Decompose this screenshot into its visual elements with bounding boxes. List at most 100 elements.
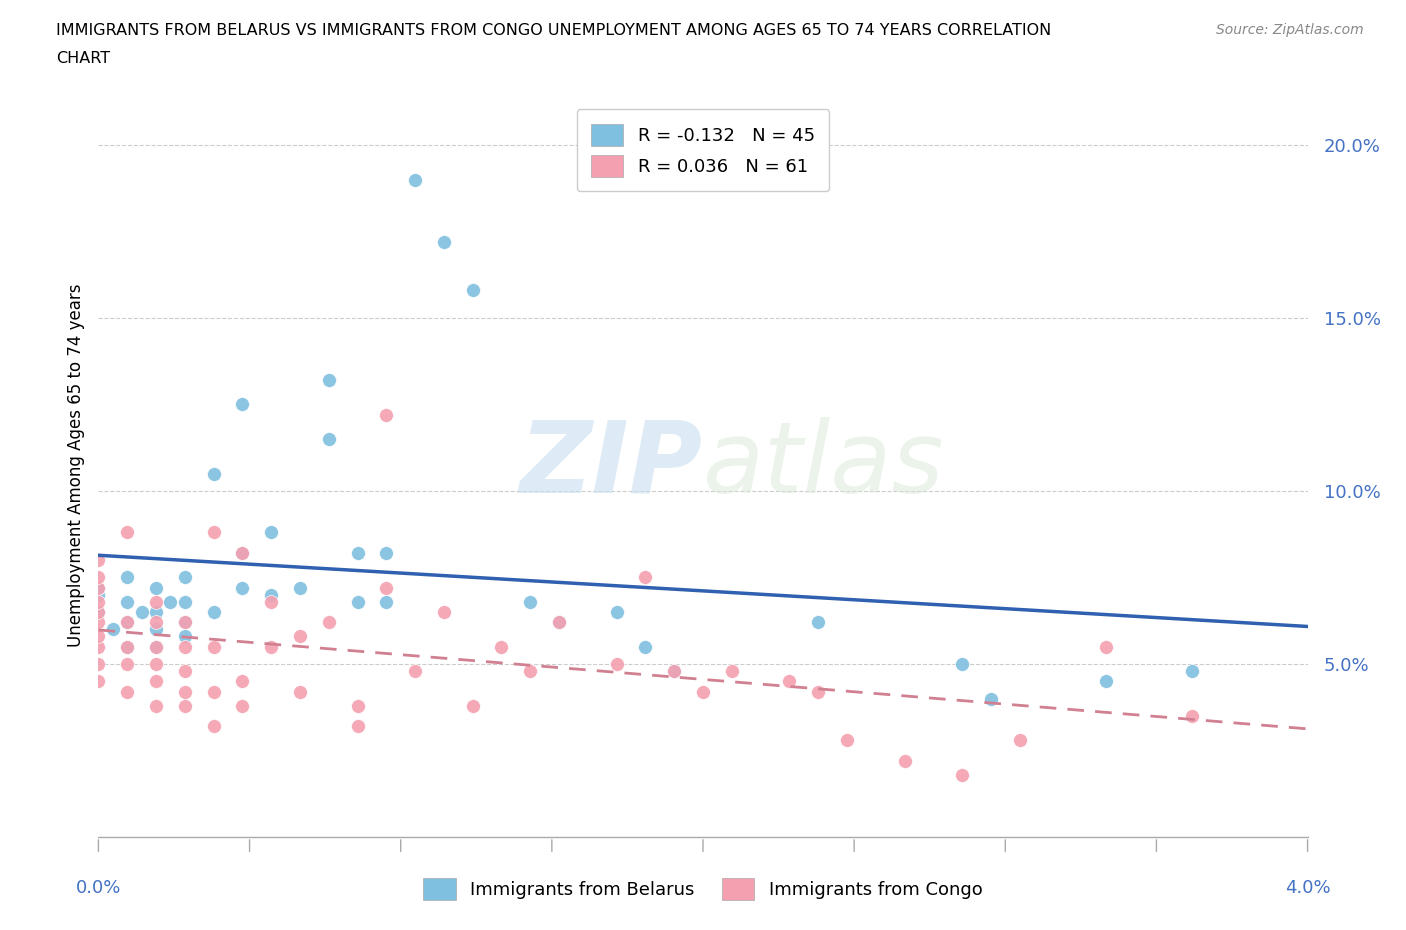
Point [115,684,138,699]
Point [87,580,110,595]
Point [1008,733,1031,748]
Point [145,604,167,619]
Point [87,570,110,585]
Point [720,663,742,678]
Point [491,639,513,654]
Point [202,684,225,699]
Point [145,639,167,654]
Point [145,615,167,630]
Point [980,691,1002,706]
Legend: Immigrants from Belarus, Immigrants from Congo: Immigrants from Belarus, Immigrants from… [416,870,990,907]
Point [375,546,398,561]
Point [87,615,110,630]
Point [115,639,138,654]
Point [115,615,138,630]
Point [115,639,138,654]
Point [318,373,340,388]
Point [375,407,398,422]
Text: 0.0%: 0.0% [76,879,121,897]
Point [548,615,571,630]
Point [950,767,973,782]
Point [634,639,657,654]
Point [115,570,138,585]
Point [231,546,253,561]
Point [87,588,110,603]
Point [115,594,138,609]
Text: 4.0%: 4.0% [1285,879,1330,897]
Point [807,615,830,630]
Point [202,525,225,540]
Point [173,570,195,585]
Point [461,698,484,713]
Point [346,546,368,561]
Text: ZIP: ZIP [520,417,703,513]
Point [231,397,253,412]
Point [288,629,311,644]
Point [346,719,368,734]
Point [1095,639,1118,654]
Point [346,594,368,609]
Point [87,639,110,654]
Point [1181,709,1204,724]
Point [260,594,283,609]
Point [318,615,340,630]
Point [461,283,484,298]
Point [173,594,195,609]
Point [1095,674,1118,689]
Point [260,639,283,654]
Point [260,525,283,540]
Point [173,615,195,630]
Point [288,684,311,699]
Point [606,604,628,619]
Point [433,234,456,249]
Point [288,580,311,595]
Point [202,604,225,619]
Point [101,622,124,637]
Point [173,629,195,644]
Point [346,698,368,713]
Point [202,639,225,654]
Point [835,733,858,748]
Point [173,663,195,678]
Point [145,594,167,609]
Point [145,657,167,671]
Point [173,615,195,630]
Point [404,172,426,187]
Point [145,674,167,689]
Point [318,432,340,446]
Point [664,663,686,678]
Point [664,663,686,678]
Point [231,546,253,561]
Point [519,594,541,609]
Point [87,657,110,671]
Point [173,698,195,713]
Point [375,594,398,609]
Point [606,657,628,671]
Point [778,674,800,689]
Point [260,588,283,603]
Point [145,622,167,637]
Point [231,698,253,713]
Point [87,552,110,567]
Point [1181,663,1204,678]
Point [87,580,110,595]
Point [375,580,398,595]
Point [202,466,225,481]
Text: IMMIGRANTS FROM BELARUS VS IMMIGRANTS FROM CONGO UNEMPLOYMENT AMONG AGES 65 TO 7: IMMIGRANTS FROM BELARUS VS IMMIGRANTS FR… [56,23,1052,38]
Point [87,604,110,619]
Point [115,615,138,630]
Point [87,629,110,644]
Point [87,604,110,619]
Point [159,594,181,609]
Point [87,674,110,689]
Point [173,684,195,699]
Point [807,684,830,699]
Point [202,719,225,734]
Text: atlas: atlas [703,417,945,513]
Point [692,684,714,699]
Point [433,604,456,619]
Text: Source: ZipAtlas.com: Source: ZipAtlas.com [1216,23,1364,37]
Legend: R = -0.132   N = 45, R = 0.036   N = 61: R = -0.132 N = 45, R = 0.036 N = 61 [576,110,830,192]
Point [145,698,167,713]
Point [173,639,195,654]
